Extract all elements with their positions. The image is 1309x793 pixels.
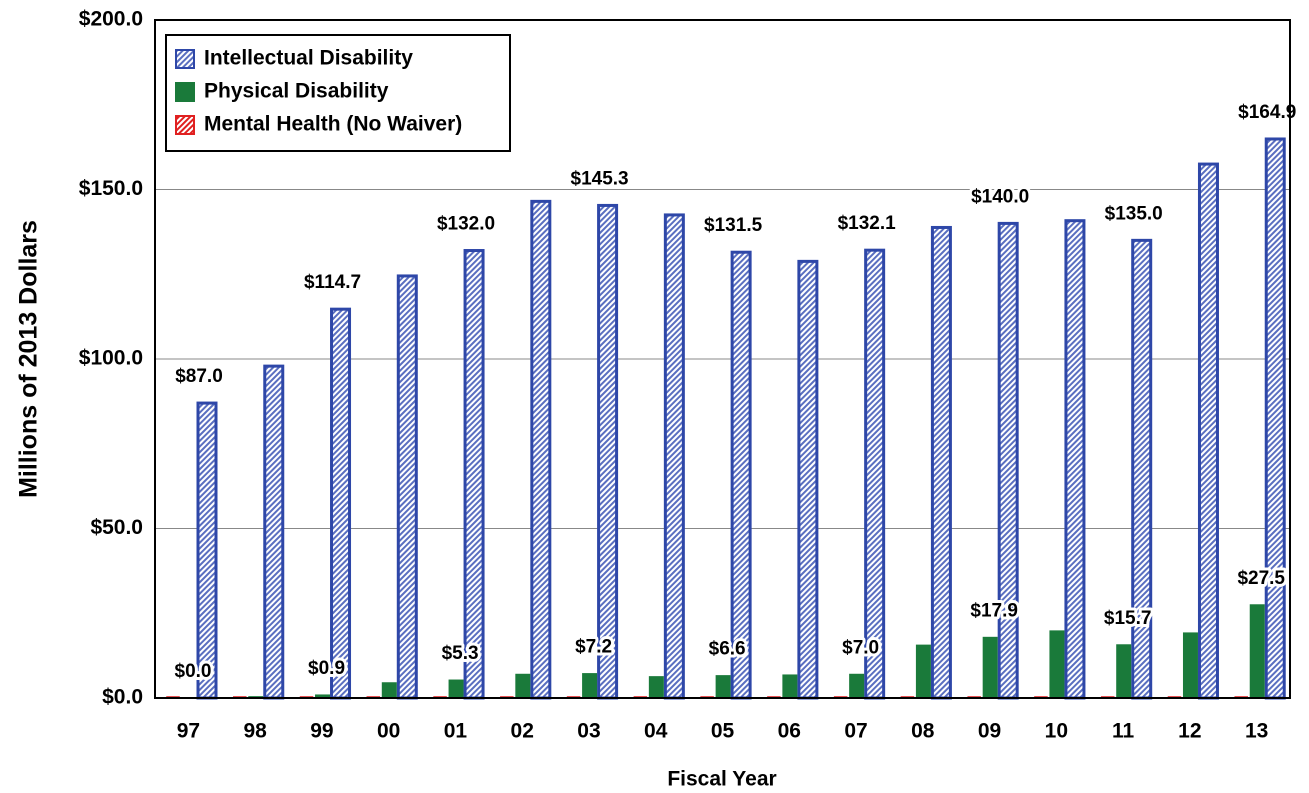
legend-swatch: [175, 49, 195, 69]
legend: Intellectual Disability Physical Disabili…: [165, 34, 511, 152]
data-label: $164.9: [1238, 102, 1296, 123]
y-tick-label: $0.0: [102, 686, 143, 709]
bar: [263, 364, 285, 700]
data-label: $140.0: [971, 186, 1029, 207]
bar: [797, 259, 819, 700]
data-label: $5.3: [442, 643, 479, 664]
data-label: $0.9: [308, 658, 345, 679]
x-tick-label: 04: [644, 720, 668, 743]
legend-swatch: [175, 115, 195, 135]
x-tick-label: 97: [177, 720, 200, 743]
bar: [1116, 644, 1132, 699]
x-tick-label: 07: [844, 720, 867, 743]
legend-label: Intellectual Disability: [204, 47, 413, 70]
bar: [849, 673, 865, 699]
x-axis-title: Fiscal Year: [667, 768, 776, 791]
x-tick-label: 98: [243, 720, 267, 743]
bar: [582, 673, 598, 699]
bar: [1049, 630, 1065, 699]
bar: [196, 401, 218, 700]
bar: [982, 636, 998, 699]
y-tick-label: $200.0: [79, 8, 143, 31]
bar: [515, 673, 531, 699]
x-tick-label: 10: [1045, 720, 1068, 743]
data-label: $132.0: [437, 214, 495, 235]
x-tick-label: 05: [711, 720, 735, 743]
x-tick-label: 12: [1178, 720, 1201, 743]
bar: [648, 676, 664, 699]
bar: [1064, 219, 1086, 700]
bar: [997, 221, 1019, 700]
bar: [448, 679, 464, 699]
legend-swatch: [175, 82, 195, 102]
legend-label: Mental Health (No Waiver): [204, 113, 462, 136]
plot-frame: [154, 19, 1291, 699]
bar: [864, 248, 886, 700]
x-tick-label: 09: [978, 720, 1001, 743]
data-label: $145.3: [571, 168, 629, 189]
legend-label: Physical Disability: [204, 80, 389, 103]
data-label: $132.1: [838, 213, 897, 234]
bar: [782, 674, 798, 699]
data-label: $6.6: [709, 639, 746, 660]
data-label: $7.0: [842, 637, 879, 658]
data-label: $0.0: [175, 661, 212, 682]
bar: [396, 274, 418, 700]
x-tick-label: 03: [577, 720, 600, 743]
data-label: $135.0: [1105, 203, 1163, 224]
data-label: $131.5: [704, 215, 763, 236]
data-label: $87.0: [175, 366, 223, 387]
data-label: $17.9: [970, 600, 1018, 621]
bar: [663, 213, 685, 700]
data-label: $15.7: [1104, 608, 1152, 629]
bar: [930, 225, 952, 700]
bar: [730, 250, 752, 700]
bar: [463, 249, 485, 700]
bar: [1264, 137, 1286, 700]
bar: [597, 203, 619, 700]
data-label: $7.2: [575, 637, 612, 658]
legend-box: [165, 34, 511, 152]
bar: [530, 199, 552, 700]
x-tick-label: 13: [1245, 720, 1268, 743]
bar: [1182, 632, 1198, 699]
bar: [381, 682, 397, 699]
data-label: $27.5: [1237, 568, 1285, 589]
bar: [330, 307, 352, 700]
x-tick-label: 06: [778, 720, 801, 743]
x-tick-label: 99: [310, 720, 333, 743]
data-label: $114.7: [304, 272, 361, 293]
x-tick-label: 02: [511, 720, 534, 743]
y-axis-title: Millions of 2013 Dollars: [15, 220, 43, 498]
bar: [715, 675, 731, 699]
x-tick-label: 00: [377, 720, 400, 743]
y-tick-label: $150.0: [79, 177, 143, 200]
x-tick-label: 11: [1112, 720, 1135, 743]
bar: [1249, 604, 1265, 699]
bar: [1197, 162, 1219, 700]
x-tick-label: 08: [911, 720, 935, 743]
bar: [1131, 238, 1153, 700]
bar: [915, 644, 931, 699]
y-tick-label: $50.0: [90, 516, 143, 539]
x-tick-label: 01: [444, 720, 468, 743]
y-tick-label: $100.0: [79, 347, 143, 370]
